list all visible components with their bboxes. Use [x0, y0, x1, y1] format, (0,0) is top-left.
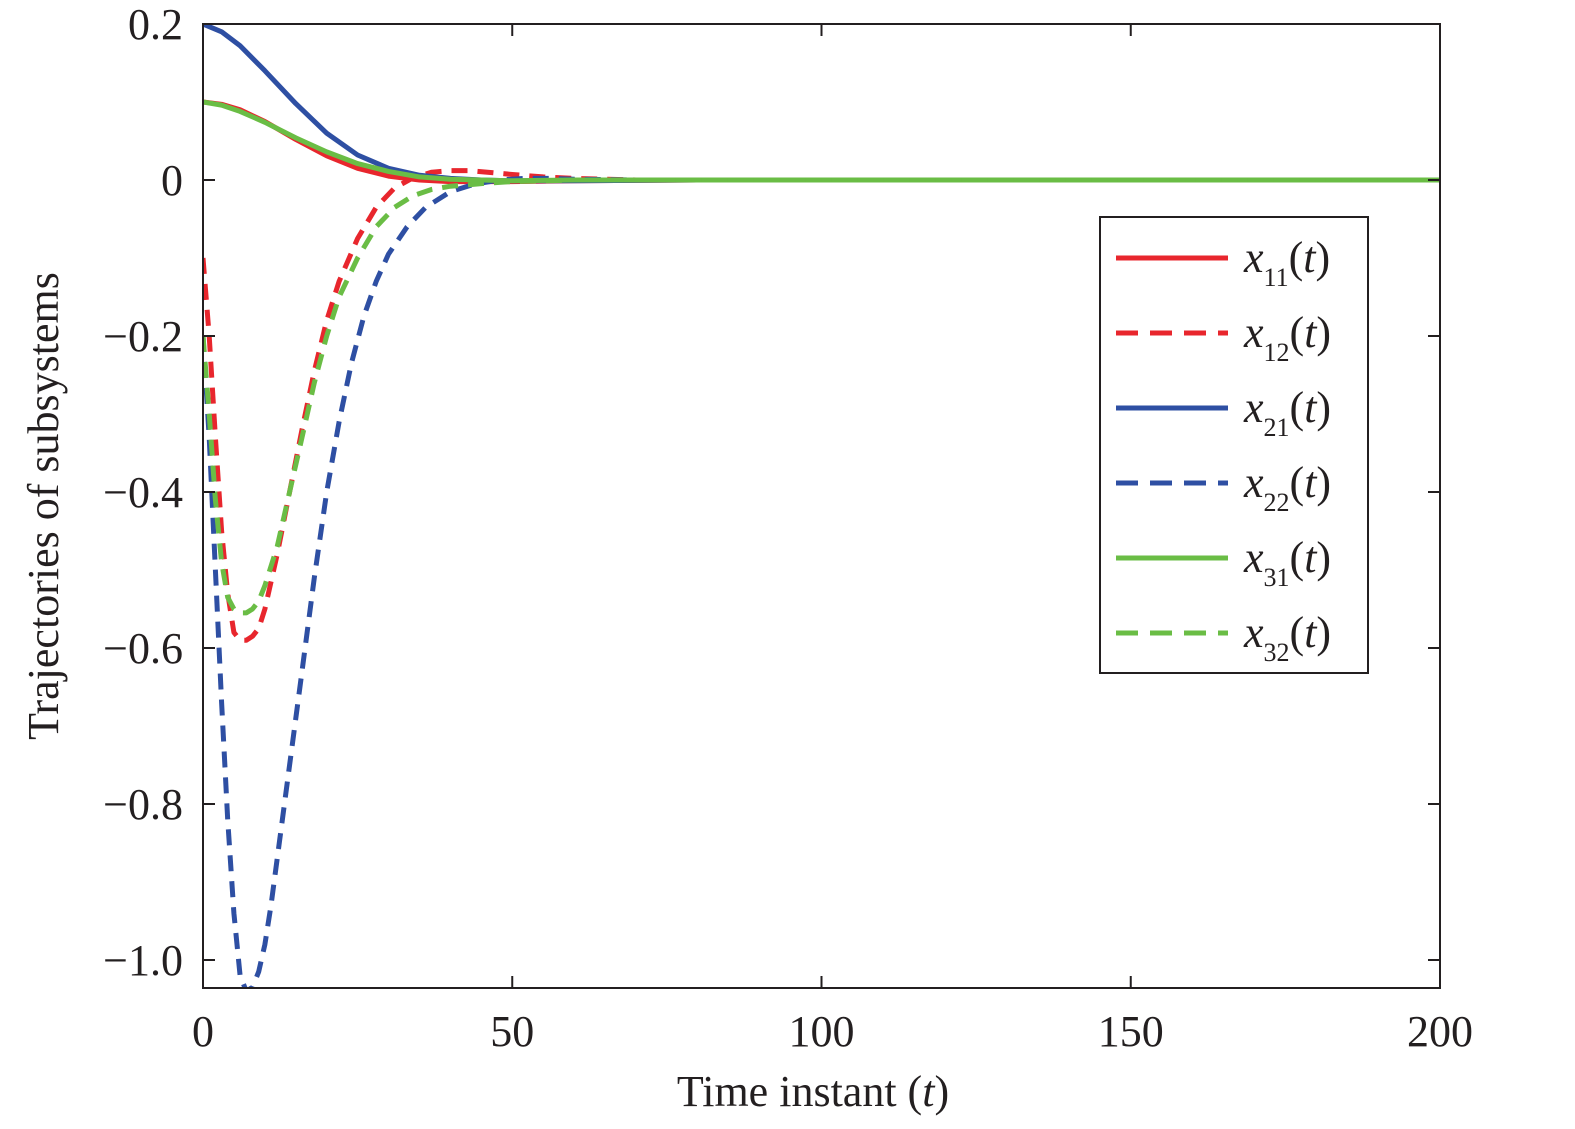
x-axis-label-close: ) [934, 1067, 949, 1116]
y-tick-label: 0 [161, 156, 183, 205]
y-axis-label: Trajectories of subsystems [19, 272, 68, 740]
legend-box [1099, 216, 1369, 674]
legend-item-11: x11(t) [1116, 233, 1330, 292]
y-tick-label: −0.8 [103, 780, 183, 829]
x-axis-label-var: t [922, 1067, 936, 1116]
y-tick-label: 0.2 [128, 0, 183, 49]
legend-label: x31(t) [1243, 533, 1331, 592]
y-tick-label: −0.6 [103, 624, 183, 673]
series-line-31 [203, 99, 1440, 184]
x-tick-label: 50 [490, 1007, 534, 1056]
x-axis-label: Time instant (t) [677, 1067, 949, 1116]
y-tick-label: −1.0 [103, 936, 183, 985]
legend-label: x32(t) [1243, 608, 1331, 667]
x-tick-label: 0 [192, 1007, 214, 1056]
legend-item-31: x31(t) [1116, 533, 1331, 592]
series-line-22 [203, 175, 1440, 988]
y-tick-label: −0.2 [103, 312, 183, 361]
legend-item-21: x21(t) [1116, 383, 1331, 442]
ticks-layer: 0 50 100 150 200 0.2 0 −0.2 −0.4 −0.6 −0.8 −1.0 [103, 0, 1473, 1056]
x-axis-label-text: Time instant ( [677, 1067, 922, 1116]
series-layer [203, 24, 1440, 988]
legend-label: x12(t) [1243, 308, 1331, 367]
legend-label: x22(t) [1243, 458, 1331, 517]
series-line-21 [203, 24, 1440, 184]
x-tick-label: 100 [789, 1007, 855, 1056]
legend-entries: x11(t) x12(t) x21(t) x22(t) x31(t) x32(t) [1116, 233, 1331, 667]
x-tick-label: 200 [1407, 1007, 1473, 1056]
legend-item-22: x22(t) [1116, 458, 1331, 517]
legend-item-32: x32(t) [1116, 608, 1331, 667]
legend-item-12: x12(t) [1116, 308, 1331, 367]
legend-label: x21(t) [1243, 383, 1331, 442]
legend-label: x11(t) [1243, 233, 1330, 292]
legend: x11(t) x12(t) x21(t) x22(t) x31(t) x32(t) [1099, 216, 1369, 674]
y-tick-label: −0.4 [103, 468, 183, 517]
x-tick-label: 150 [1098, 1007, 1164, 1056]
